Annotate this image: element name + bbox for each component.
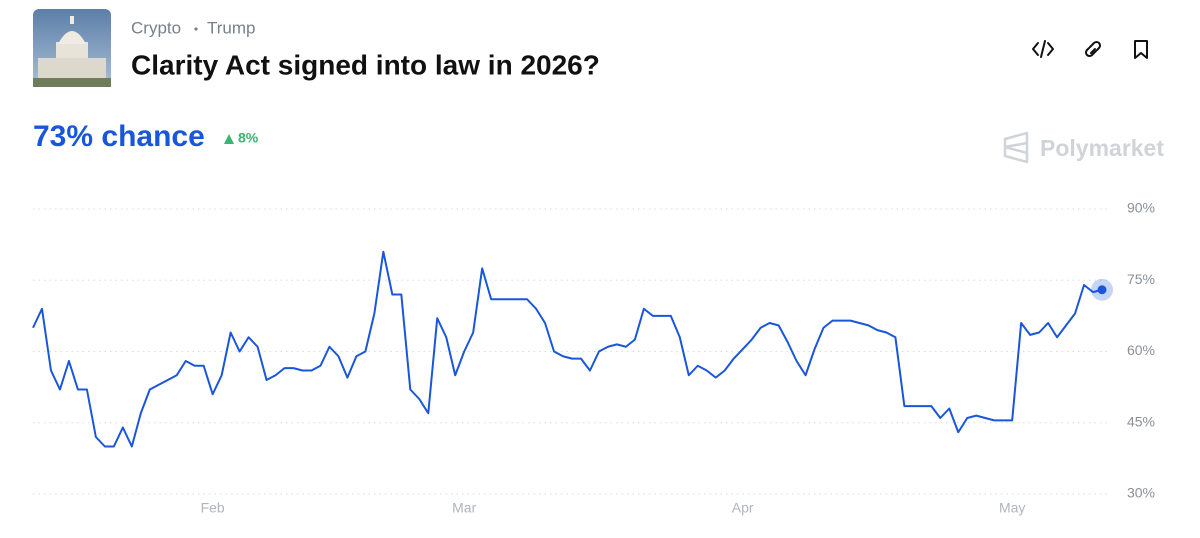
x-tick-label: Apr <box>732 500 754 516</box>
y-tick-label: 75% <box>1127 271 1155 287</box>
tag[interactable]: Trump <box>207 18 256 37</box>
brand-logo <box>1003 131 1029 164</box>
separator <box>194 27 198 31</box>
x-tick-label: Feb <box>201 500 225 516</box>
y-tick-label: 60% <box>1127 342 1155 358</box>
tag[interactable]: Crypto <box>131 18 181 37</box>
x-tick-label: Mar <box>452 500 476 516</box>
chance: 73% chance <box>33 120 205 153</box>
y-tick-label: 90% <box>1127 200 1155 216</box>
bookmark-button[interactable] <box>1134 40 1148 59</box>
market-title: Clarity Act signed into law in 2026? <box>131 49 600 80</box>
last-point <box>1097 285 1107 295</box>
embed-button[interactable] <box>1032 40 1054 58</box>
x-tick-label: May <box>999 500 1025 516</box>
y-tick-label: 45% <box>1127 413 1155 429</box>
change: 8% <box>238 130 259 146</box>
change-arrow <box>224 134 234 144</box>
y-tick-label: 30% <box>1127 485 1155 501</box>
market-image <box>33 9 111 87</box>
brand: Polymarket <box>1040 135 1164 161</box>
price-line <box>32 250 1103 448</box>
plot: 30% 45% 60% 75% 90% Feb Mar Apr May <box>32 200 1155 516</box>
link-button[interactable] <box>1084 40 1102 58</box>
